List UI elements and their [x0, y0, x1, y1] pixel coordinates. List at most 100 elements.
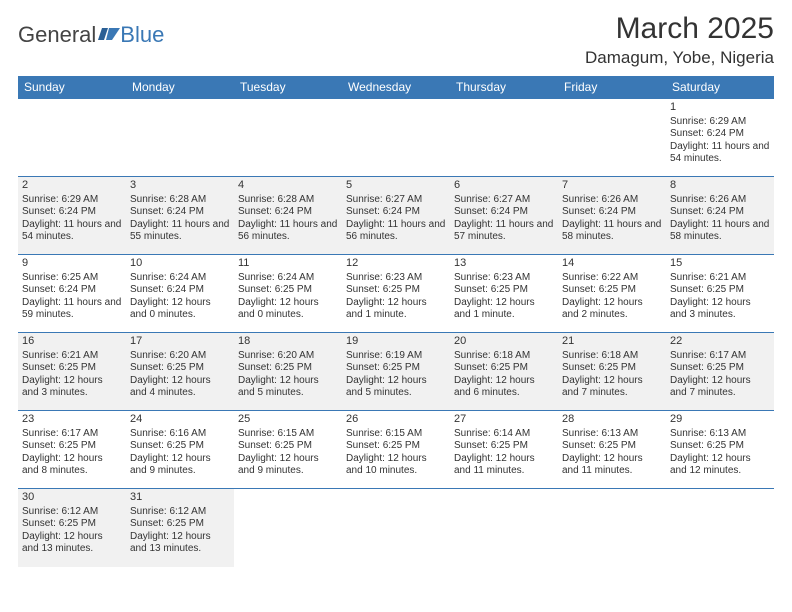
- daylight-text: Daylight: 12 hours and 13 minutes.: [22, 531, 122, 556]
- sunset-text: Sunset: 6:25 PM: [454, 284, 554, 297]
- day-number: 22: [670, 335, 770, 349]
- daylight-text: Daylight: 12 hours and 2 minutes.: [562, 297, 662, 322]
- sunrise-text: Sunrise: 6:15 AM: [346, 428, 446, 441]
- sunrise-text: Sunrise: 6:26 AM: [670, 194, 770, 207]
- sunset-text: Sunset: 6:24 PM: [130, 284, 230, 297]
- calendar-cell: 21Sunrise: 6:18 AMSunset: 6:25 PMDayligh…: [558, 333, 666, 411]
- brand-blue: Blue: [120, 22, 164, 48]
- sunrise-text: Sunrise: 6:24 AM: [238, 272, 338, 285]
- sunrise-text: Sunrise: 6:12 AM: [22, 506, 122, 519]
- day-number: 3: [130, 179, 230, 193]
- calendar-week-row: 2Sunrise: 6:29 AMSunset: 6:24 PMDaylight…: [18, 177, 774, 255]
- day-number: 21: [562, 335, 662, 349]
- sunrise-text: Sunrise: 6:24 AM: [130, 272, 230, 285]
- calendar-cell: [558, 489, 666, 567]
- calendar-cell: [126, 99, 234, 177]
- sunrise-text: Sunrise: 6:27 AM: [346, 194, 446, 207]
- daylight-text: Daylight: 12 hours and 1 minute.: [346, 297, 446, 322]
- day-number: 25: [238, 413, 338, 427]
- day-number: 24: [130, 413, 230, 427]
- calendar-table: Sunday Monday Tuesday Wednesday Thursday…: [18, 76, 774, 567]
- flag-icon: [98, 22, 120, 48]
- calendar-cell: 1Sunrise: 6:29 AMSunset: 6:24 PMDaylight…: [666, 99, 774, 177]
- day-number: 11: [238, 257, 338, 271]
- sunrise-text: Sunrise: 6:20 AM: [130, 350, 230, 363]
- calendar-cell: 10Sunrise: 6:24 AMSunset: 6:24 PMDayligh…: [126, 255, 234, 333]
- sunrise-text: Sunrise: 6:19 AM: [346, 350, 446, 363]
- daylight-text: Daylight: 12 hours and 5 minutes.: [346, 375, 446, 400]
- sunrise-text: Sunrise: 6:20 AM: [238, 350, 338, 363]
- sunset-text: Sunset: 6:25 PM: [238, 284, 338, 297]
- calendar-cell: 7Sunrise: 6:26 AMSunset: 6:24 PMDaylight…: [558, 177, 666, 255]
- sunset-text: Sunset: 6:24 PM: [346, 206, 446, 219]
- sunset-text: Sunset: 6:24 PM: [670, 128, 770, 141]
- day-number: 10: [130, 257, 230, 271]
- calendar-cell: [234, 489, 342, 567]
- calendar-cell: 12Sunrise: 6:23 AMSunset: 6:25 PMDayligh…: [342, 255, 450, 333]
- calendar-cell: 28Sunrise: 6:13 AMSunset: 6:25 PMDayligh…: [558, 411, 666, 489]
- daylight-text: Daylight: 11 hours and 56 minutes.: [238, 219, 338, 244]
- calendar-week-row: 16Sunrise: 6:21 AMSunset: 6:25 PMDayligh…: [18, 333, 774, 411]
- sunset-text: Sunset: 6:25 PM: [346, 362, 446, 375]
- day-number: 8: [670, 179, 770, 193]
- dayhead-saturday: Saturday: [666, 76, 774, 99]
- calendar-week-row: 30Sunrise: 6:12 AMSunset: 6:25 PMDayligh…: [18, 489, 774, 567]
- daylight-text: Daylight: 11 hours and 57 minutes.: [454, 219, 554, 244]
- daylight-text: Daylight: 11 hours and 58 minutes.: [670, 219, 770, 244]
- daylight-text: Daylight: 12 hours and 5 minutes.: [238, 375, 338, 400]
- calendar-cell: 29Sunrise: 6:13 AMSunset: 6:25 PMDayligh…: [666, 411, 774, 489]
- dayhead-wednesday: Wednesday: [342, 76, 450, 99]
- dayhead-sunday: Sunday: [18, 76, 126, 99]
- sunset-text: Sunset: 6:25 PM: [562, 284, 662, 297]
- location: Damagum, Yobe, Nigeria: [585, 48, 774, 68]
- calendar-week-row: 9Sunrise: 6:25 AMSunset: 6:24 PMDaylight…: [18, 255, 774, 333]
- day-number: 27: [454, 413, 554, 427]
- sunrise-text: Sunrise: 6:23 AM: [454, 272, 554, 285]
- sunset-text: Sunset: 6:25 PM: [22, 518, 122, 531]
- day-number: 14: [562, 257, 662, 271]
- sunset-text: Sunset: 6:24 PM: [22, 284, 122, 297]
- sunset-text: Sunset: 6:24 PM: [454, 206, 554, 219]
- sunset-text: Sunset: 6:25 PM: [238, 362, 338, 375]
- calendar-cell: 5Sunrise: 6:27 AMSunset: 6:24 PMDaylight…: [342, 177, 450, 255]
- sunrise-text: Sunrise: 6:15 AM: [238, 428, 338, 441]
- daylight-text: Daylight: 12 hours and 0 minutes.: [130, 297, 230, 322]
- day-number: 18: [238, 335, 338, 349]
- sunrise-text: Sunrise: 6:21 AM: [670, 272, 770, 285]
- calendar-cell: [342, 489, 450, 567]
- daylight-text: Daylight: 11 hours and 55 minutes.: [130, 219, 230, 244]
- day-number: 15: [670, 257, 770, 271]
- day-number: 29: [670, 413, 770, 427]
- daylight-text: Daylight: 12 hours and 11 minutes.: [454, 453, 554, 478]
- calendar-cell: [666, 489, 774, 567]
- calendar-cell: 6Sunrise: 6:27 AMSunset: 6:24 PMDaylight…: [450, 177, 558, 255]
- sunrise-text: Sunrise: 6:18 AM: [454, 350, 554, 363]
- sunrise-text: Sunrise: 6:14 AM: [454, 428, 554, 441]
- sunset-text: Sunset: 6:24 PM: [22, 206, 122, 219]
- sunset-text: Sunset: 6:25 PM: [670, 284, 770, 297]
- day-number: 7: [562, 179, 662, 193]
- sunset-text: Sunset: 6:25 PM: [562, 440, 662, 453]
- calendar-cell: 2Sunrise: 6:29 AMSunset: 6:24 PMDaylight…: [18, 177, 126, 255]
- calendar-body: 1Sunrise: 6:29 AMSunset: 6:24 PMDaylight…: [18, 99, 774, 567]
- day-number: 17: [130, 335, 230, 349]
- sunset-text: Sunset: 6:24 PM: [130, 206, 230, 219]
- day-number: 6: [454, 179, 554, 193]
- sunrise-text: Sunrise: 6:18 AM: [562, 350, 662, 363]
- daylight-text: Daylight: 11 hours and 59 minutes.: [22, 297, 122, 322]
- sunrise-text: Sunrise: 6:28 AM: [238, 194, 338, 207]
- daylight-text: Daylight: 11 hours and 58 minutes.: [562, 219, 662, 244]
- calendar-cell: 23Sunrise: 6:17 AMSunset: 6:25 PMDayligh…: [18, 411, 126, 489]
- daylight-text: Daylight: 12 hours and 1 minute.: [454, 297, 554, 322]
- dayhead-thursday: Thursday: [450, 76, 558, 99]
- sunset-text: Sunset: 6:25 PM: [670, 362, 770, 375]
- calendar-cell: 9Sunrise: 6:25 AMSunset: 6:24 PMDaylight…: [18, 255, 126, 333]
- calendar-cell: 15Sunrise: 6:21 AMSunset: 6:25 PMDayligh…: [666, 255, 774, 333]
- sunrise-text: Sunrise: 6:13 AM: [670, 428, 770, 441]
- sunset-text: Sunset: 6:25 PM: [238, 440, 338, 453]
- sunrise-text: Sunrise: 6:23 AM: [346, 272, 446, 285]
- calendar-cell: 3Sunrise: 6:28 AMSunset: 6:24 PMDaylight…: [126, 177, 234, 255]
- calendar-cell: 22Sunrise: 6:17 AMSunset: 6:25 PMDayligh…: [666, 333, 774, 411]
- daylight-text: Daylight: 12 hours and 13 minutes.: [130, 531, 230, 556]
- brand-general: General: [18, 22, 96, 48]
